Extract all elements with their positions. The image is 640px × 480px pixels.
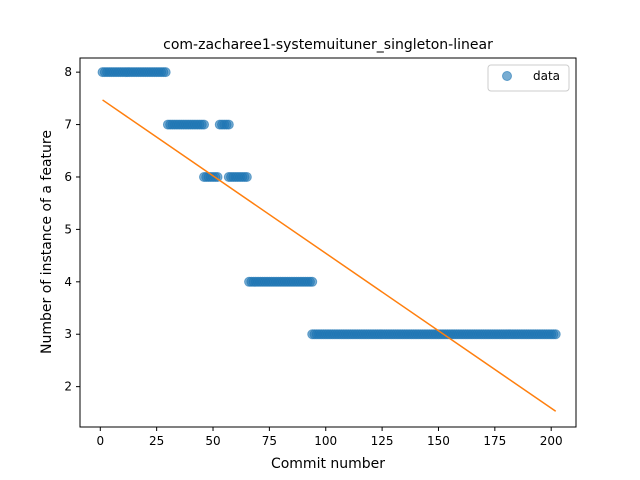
- y-tick-label: 5: [64, 222, 72, 236]
- y-axis: 2 3 4 5 6 7 8: [64, 65, 80, 394]
- legend-marker: [502, 71, 512, 81]
- data-point: [212, 171, 223, 182]
- data-point: [199, 119, 209, 130]
- axes-frame: [79, 57, 577, 428]
- x-tick-label: 0: [96, 434, 104, 448]
- data-point: [223, 119, 234, 130]
- x-axis: 0 25 50 75 100 125 150 175 200: [96, 427, 563, 448]
- x-tick-label: 200: [540, 434, 563, 448]
- y-tick-label: 6: [64, 170, 72, 184]
- legend: data: [487, 64, 570, 92]
- y-axis-label: Number of instance of a feature: [39, 130, 55, 354]
- x-tick-label: 100: [314, 434, 337, 448]
- y-tick-label: 3: [64, 327, 72, 341]
- data-point: [160, 67, 171, 78]
- x-tick-label: 175: [483, 434, 506, 448]
- y-tick-label: 7: [64, 118, 72, 132]
- legend-label: data: [533, 69, 560, 83]
- x-tick-label: 50: [205, 434, 220, 448]
- x-axis-label: Commit number: [271, 456, 385, 472]
- x-tick-label: 150: [427, 434, 450, 448]
- y-tick-label: 4: [64, 275, 72, 289]
- chart-title: com-zacharee1-systemuituner_singleton-li…: [163, 37, 493, 53]
- data-point: [307, 276, 318, 287]
- y-tick-label: 8: [64, 65, 72, 79]
- y-tick-label: 2: [64, 380, 72, 394]
- data-point: [550, 329, 561, 340]
- x-tick-label: 125: [371, 434, 394, 448]
- x-tick-label: 75: [262, 434, 277, 448]
- x-tick-label: 25: [149, 434, 164, 448]
- data-point: [241, 171, 252, 182]
- fit-line: [102, 99, 557, 412]
- plot-area: [97, 67, 561, 412]
